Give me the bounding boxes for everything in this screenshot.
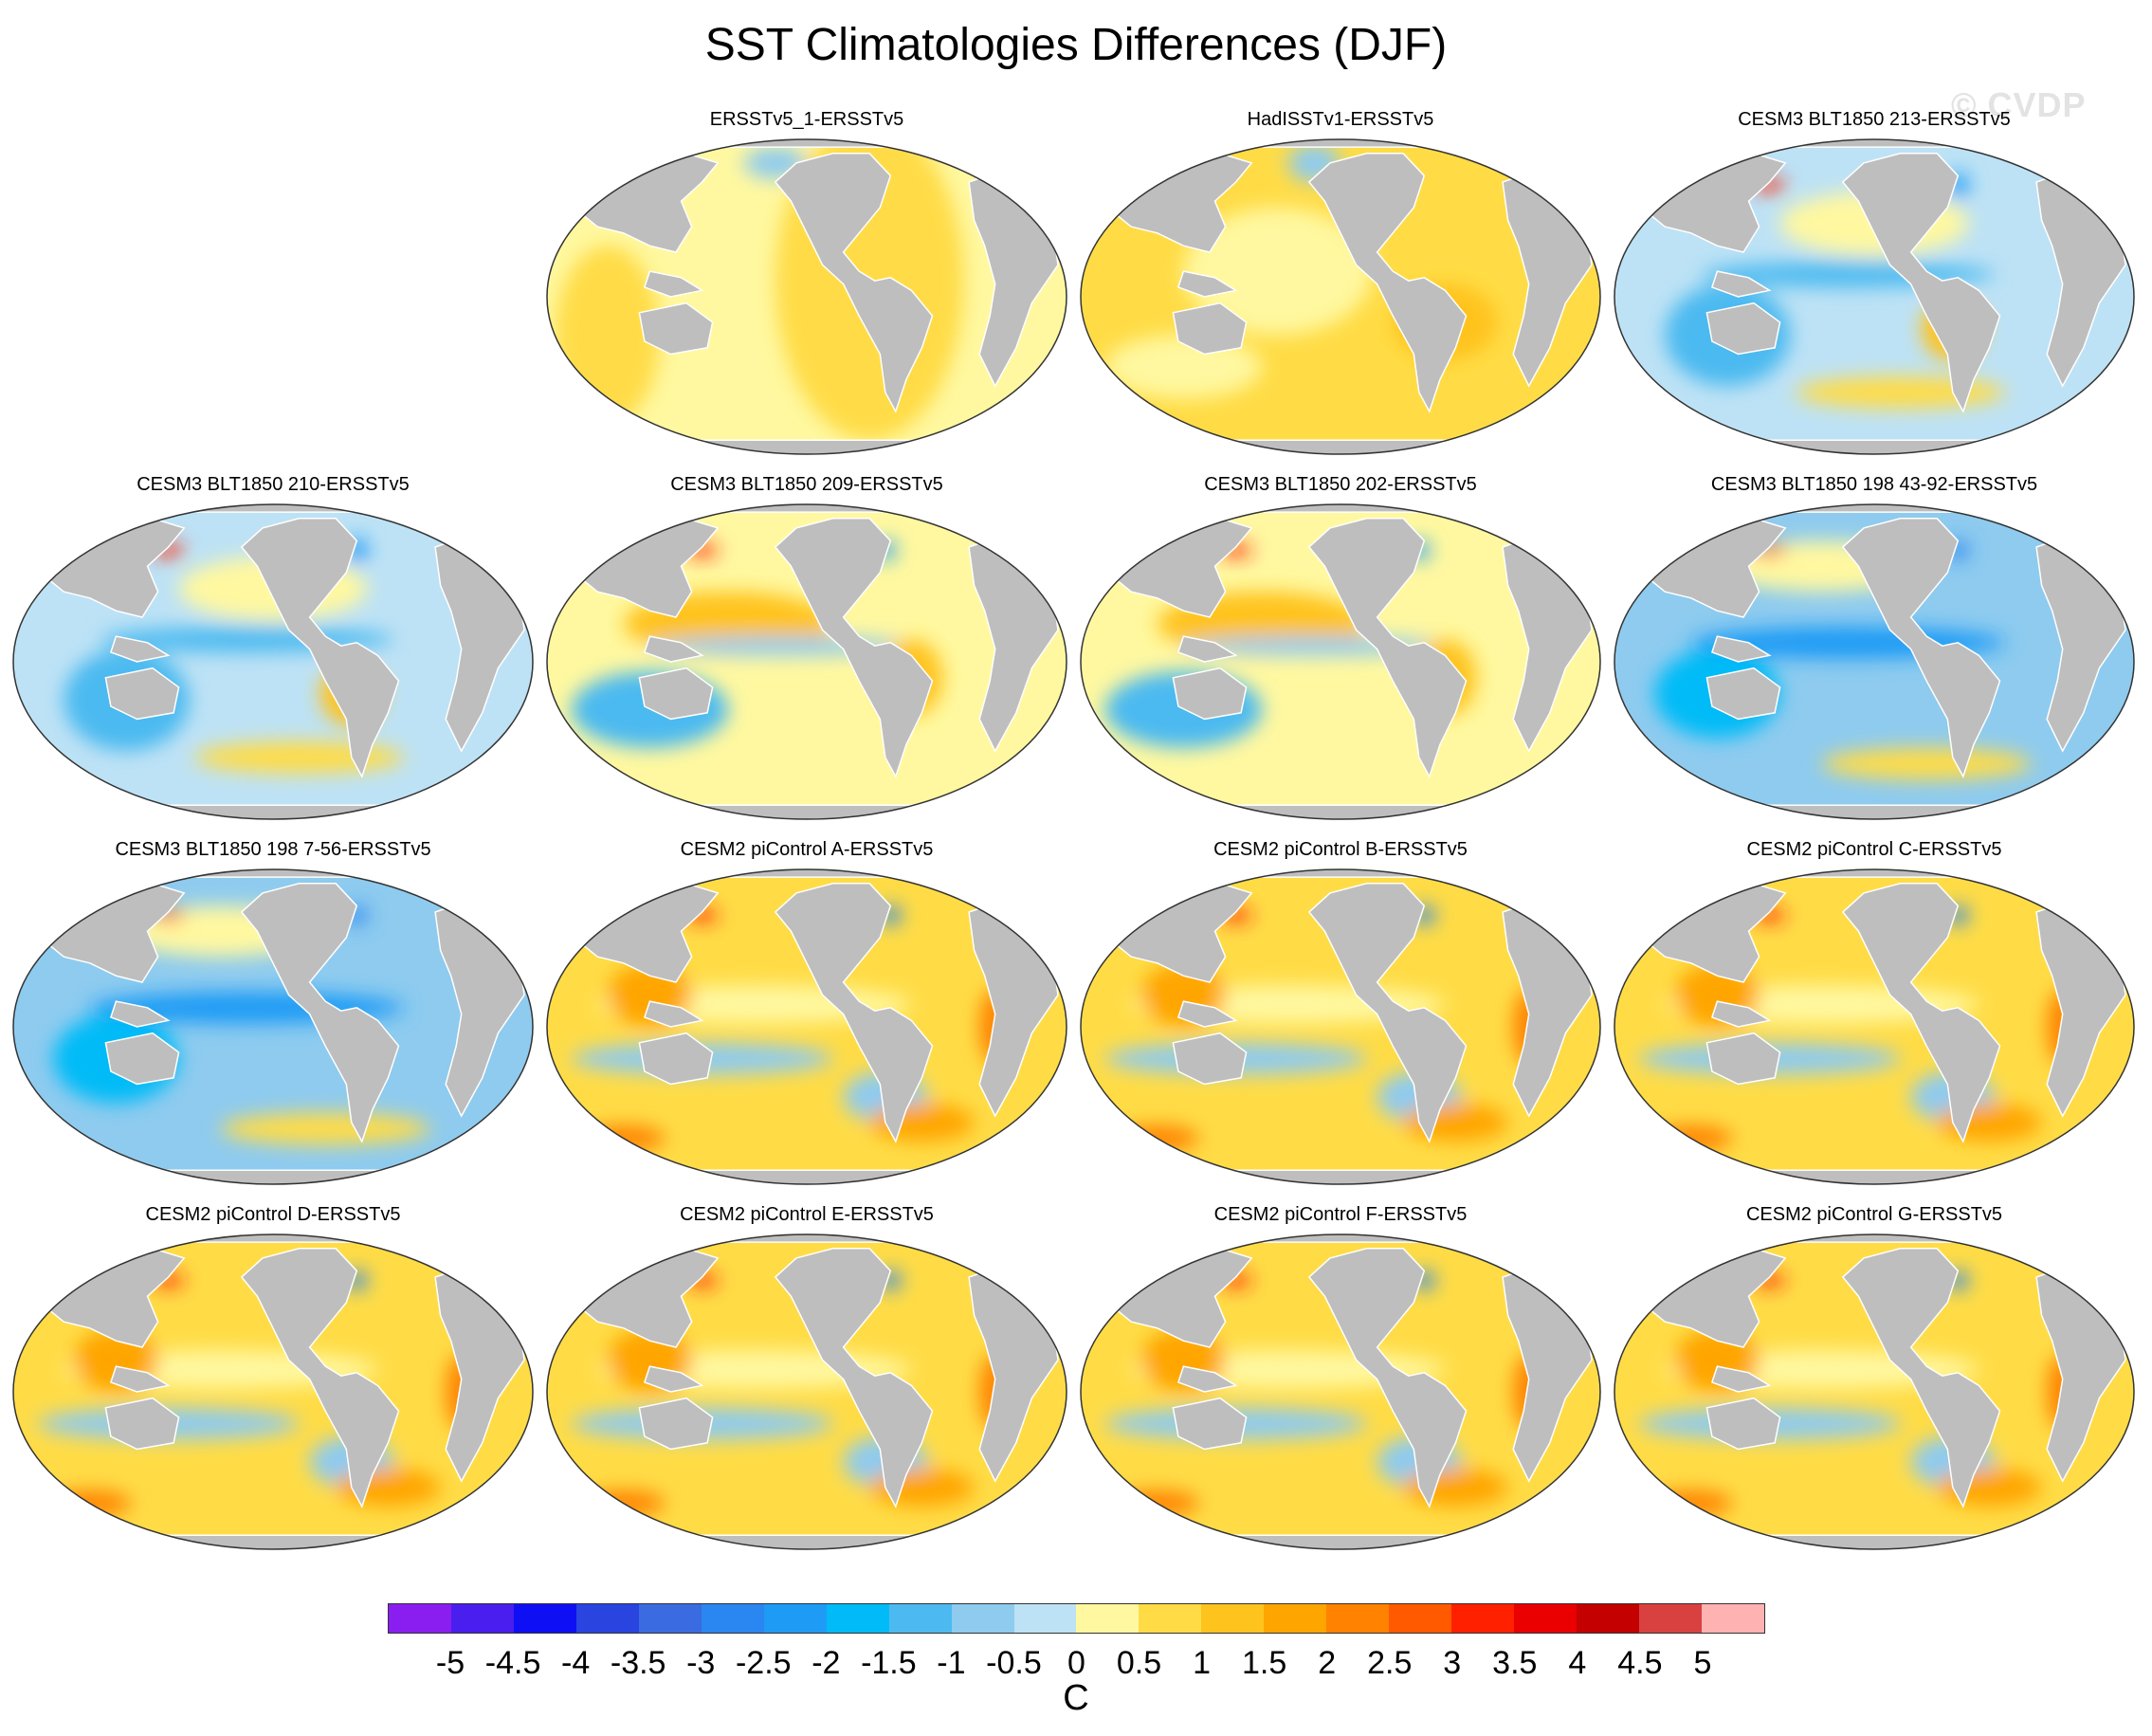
colorbar-label: -3.5	[610, 1645, 666, 1681]
sst-difference-map	[12, 868, 534, 1185]
colorbar-label: 4	[1568, 1645, 1587, 1681]
colorbar-box	[389, 1604, 451, 1633]
colorbar-label: 4.5	[1617, 1645, 1663, 1681]
sst-difference-map	[1614, 503, 2135, 820]
panel-title: HadISSTv1-ERSSTv5	[1247, 109, 1434, 130]
sst-difference-map	[1614, 138, 2135, 455]
map-panel: CESM3 BLT1850 213-ERSSTv5	[1613, 109, 2136, 460]
map-panel: CESM3 BLT1850 209-ERSSTv5	[545, 474, 1068, 825]
colorbar-units: C	[1063, 1678, 1089, 1718]
colorbar-box	[888, 1604, 952, 1633]
colorbar-box	[1326, 1604, 1390, 1633]
colorbar-box	[575, 1604, 639, 1633]
colorbar-label: -0.5	[986, 1645, 1042, 1681]
colorbar-label: 2	[1318, 1645, 1337, 1681]
colorbar-label: 0.5	[1116, 1645, 1162, 1681]
colorbar-labels: -5 -4.5 -4 -3.5 -3 -2.5 -2 -1.5 -1 -0.5 0 0.5 1 1.5 2 2…	[0, 1645, 2152, 1683]
sst-difference-map	[1080, 503, 1601, 820]
sst-difference-map	[12, 1233, 534, 1550]
map-panel: CESM2 piControl E-ERSSTv5	[545, 1204, 1068, 1555]
panel-title: CESM3 BLT1850 198 43-92-ERSSTv5	[1710, 474, 2038, 495]
panel-title: CESM3 BLT1850 209-ERSSTv5	[670, 474, 943, 495]
colorbar-box	[513, 1604, 576, 1633]
map-panel: CESM2 piControl C-ERSSTv5	[1613, 839, 2136, 1190]
sst-difference-map	[1080, 1233, 1601, 1550]
cvdp-watermark: © CVDP	[1951, 85, 2087, 124]
map-panel: CESM2 piControl B-ERSSTv5	[1079, 839, 1602, 1190]
colorbar-label: -3	[686, 1645, 716, 1681]
colorbar-box	[1639, 1604, 1703, 1633]
sst-difference-map	[1080, 138, 1601, 455]
colorbar-label: -1.5	[861, 1645, 917, 1681]
sst-difference-map	[546, 1233, 1067, 1550]
panel-title: CESM2 piControl D-ERSSTv5	[145, 1204, 401, 1225]
map-panel: ERSSTv5_1-ERSSTv5	[545, 109, 1068, 460]
map-panel: CESM3 BLT1850 198 43-92-ERSSTv5	[1613, 474, 2136, 825]
colorbar-label: -4.5	[484, 1645, 541, 1681]
colorbar-box	[1702, 1604, 1764, 1633]
panel-title: CESM3 BLT1850 213-ERSSTv5	[1738, 109, 2011, 130]
colorbar	[388, 1603, 1765, 1634]
map-panel: CESM2 piControl A-ERSSTv5	[545, 839, 1068, 1190]
colorbar-box	[638, 1604, 702, 1633]
colorbar-box	[1201, 1604, 1265, 1633]
colorbar-box	[1264, 1604, 1327, 1633]
colorbar-label: -5	[435, 1645, 465, 1681]
colorbar-box	[1013, 1604, 1077, 1633]
sst-difference-map	[1614, 1233, 2135, 1550]
sst-difference-map	[546, 138, 1067, 455]
map-panel: CESM3 BLT1850 198 7-56-ERSSTv5	[11, 839, 535, 1190]
panel-title: CESM3 BLT1850 202-ERSSTv5	[1204, 474, 1477, 495]
panel-title: CESM2 piControl E-ERSSTv5	[680, 1204, 934, 1225]
sst-difference-map	[546, 868, 1067, 1185]
map-panel: CESM2 piControl G-ERSSTv5	[1613, 1204, 2136, 1555]
panel-title: CESM3 BLT1850 210-ERSSTv5	[137, 474, 410, 495]
colorbar-box	[826, 1604, 889, 1633]
colorbar-box	[1139, 1604, 1202, 1633]
panel-title: CESM2 piControl G-ERSSTv5	[1745, 1204, 2003, 1225]
panel-title: CESM2 piControl C-ERSSTv5	[1746, 839, 2002, 860]
sst-difference-map	[546, 503, 1067, 820]
sst-difference-map	[12, 503, 534, 820]
map-panel: CESM3 BLT1850 210-ERSSTv5	[11, 474, 535, 825]
colorbar-label: 5	[1693, 1645, 1712, 1681]
colorbar-box	[1514, 1604, 1578, 1633]
colorbar-box	[701, 1604, 764, 1633]
panel-title: ERSSTv5_1-ERSSTv5	[709, 109, 904, 130]
colorbar-label: -4	[561, 1645, 591, 1681]
page-title: SST Climatologies Differences (DJF)	[704, 20, 1448, 70]
colorbar-box	[1076, 1604, 1140, 1633]
colorbar-label: 1	[1193, 1645, 1212, 1681]
map-panel: CESM3 BLT1850 202-ERSSTv5	[1079, 474, 1602, 825]
map-panel: CESM2 piControl D-ERSSTv5	[11, 1204, 535, 1555]
colorbar-label: -1	[937, 1645, 966, 1681]
colorbar-box	[1451, 1604, 1515, 1633]
colorbar-box	[1389, 1604, 1452, 1633]
panel-title: CESM2 piControl B-ERSSTv5	[1213, 839, 1468, 860]
panel-title: CESM2 piControl A-ERSSTv5	[680, 839, 934, 860]
panel-title: CESM2 piControl F-ERSSTv5	[1213, 1204, 1468, 1225]
colorbar-box	[1577, 1604, 1640, 1633]
colorbar-label: 3.5	[1492, 1645, 1538, 1681]
sst-difference-map	[1614, 868, 2135, 1185]
colorbar-label: 2.5	[1367, 1645, 1413, 1681]
colorbar-box	[763, 1604, 827, 1633]
colorbar-label: 0	[1067, 1645, 1085, 1681]
colorbar-box	[951, 1604, 1014, 1633]
colorbar-label: 3	[1443, 1645, 1462, 1681]
map-panel: CESM2 piControl F-ERSSTv5	[1079, 1204, 1602, 1555]
panel-title: CESM3 BLT1850 198 7-56-ERSSTv5	[115, 839, 431, 860]
map-panel: HadISSTv1-ERSSTv5	[1079, 109, 1602, 460]
colorbar-box	[450, 1604, 514, 1633]
colorbar-label: -2	[812, 1645, 841, 1681]
sst-difference-map	[1080, 868, 1601, 1185]
colorbar-label: -2.5	[735, 1645, 792, 1681]
colorbar-label: 1.5	[1241, 1645, 1287, 1681]
